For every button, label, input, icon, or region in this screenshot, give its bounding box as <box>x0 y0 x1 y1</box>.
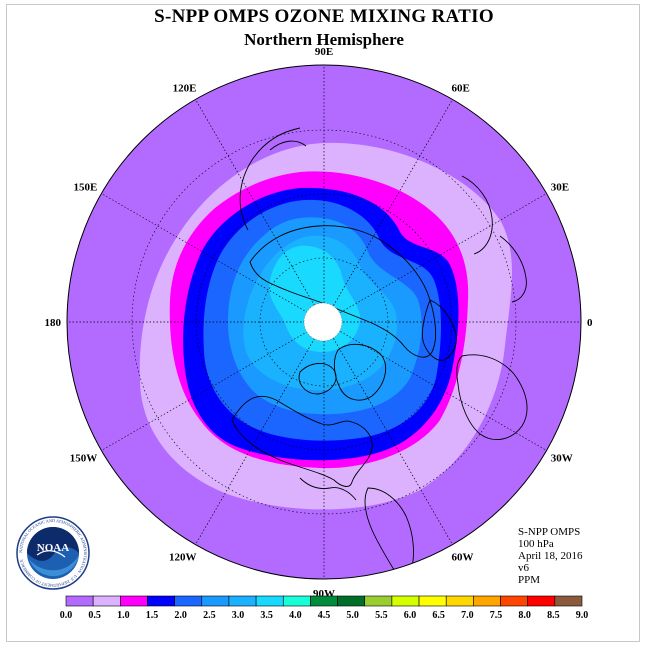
longitude-label: 60E <box>452 82 470 94</box>
longitude-label: 30W <box>551 453 573 465</box>
asia-east-coast <box>239 127 307 231</box>
colorbar-tick-label: 9.0 <box>576 610 589 621</box>
colorbar-swatch <box>255 595 284 607</box>
meridian-line <box>195 99 315 306</box>
colorbar-tick-label: 1.0 <box>117 610 130 621</box>
colorbar-tick-label: 5.5 <box>375 610 388 621</box>
colorbar-swatch <box>147 595 175 607</box>
colorbar-swatch <box>120 595 148 607</box>
india-coast <box>461 175 493 255</box>
colorbar-tick-label: 7.0 <box>461 610 474 621</box>
colorbar-tick-label: 7.5 <box>490 610 503 621</box>
colorbar-swatch <box>282 595 311 607</box>
meridian-line <box>333 338 453 545</box>
figure-frame <box>6 4 640 642</box>
meridian-line <box>195 338 315 545</box>
map-title: S-NPP OMPS OZONE MIXING RATIO <box>154 6 494 27</box>
colorbar-tick-label: 3.5 <box>260 610 273 621</box>
colorbar-tick-label: 8.0 <box>518 610 531 621</box>
longitude-label: 90E <box>315 46 333 58</box>
info-block: S-NPP OMPS 100 hPa April 18, 2016 v6 PPM <box>518 526 582 586</box>
colorbar-tick-label: 4.5 <box>318 610 331 621</box>
colorbar-tick-label: 6.5 <box>432 610 445 621</box>
colorbar-tick-label: 5.0 <box>346 610 359 621</box>
longitude-label: 120E <box>173 82 197 94</box>
colorbar-tick-label: 0.0 <box>60 610 73 621</box>
longitude-label: 150W <box>70 453 98 465</box>
colorbar-swatch <box>391 595 420 607</box>
colorbar-swatch <box>364 595 393 607</box>
meridian-line <box>101 193 308 313</box>
noaa-logo: NOAA NATIONAL OCEANIC AND ATMOSPHERIC AD… <box>16 516 90 590</box>
africa-coast <box>456 354 528 441</box>
map-boundary <box>66 64 582 580</box>
eurasia-coast <box>249 225 437 358</box>
longitude-label: 180 <box>45 317 62 329</box>
map-subtitle: Northern Hemisphere <box>244 30 404 49</box>
colorbar-tick-label: 0.5 <box>88 610 101 621</box>
meridian-line <box>101 331 308 451</box>
europe-coast <box>421 299 457 361</box>
colorbar: 0.0 0.5 1.0 1.5 2.0 2.5 3.0 3.5 4.0 4.5 5.0 5.5 6.0 6… <box>60 595 589 621</box>
colorbar-swatch <box>174 595 203 607</box>
colorbar-tick-label: 4.0 <box>289 610 302 621</box>
colorbar-swatch <box>65 595 94 607</box>
colorbar-swatch <box>418 595 447 607</box>
colorbar-swatch <box>228 595 257 607</box>
pole-no-data <box>303 302 343 342</box>
longitude-label: 30E <box>551 182 569 194</box>
greenland-coast <box>333 343 386 401</box>
parallel-line <box>259 257 389 387</box>
noaa-logo-text: NOAA <box>37 542 69 554</box>
colorbar-swatch <box>92 595 121 607</box>
colorbar-tick-label: 3.0 <box>232 610 245 621</box>
longitude-label: 120W <box>169 552 197 564</box>
hudson-bay-coast <box>298 363 337 395</box>
arabia-coast <box>499 235 527 303</box>
colorbar-tick-label: 1.5 <box>146 610 159 621</box>
colorbar-swatch <box>337 595 366 607</box>
longitude-label: 0 <box>587 317 593 329</box>
colorbar-swatch <box>500 595 528 607</box>
meridian-line <box>340 193 547 313</box>
north-america-coast <box>231 395 373 487</box>
colorbar-swatch <box>527 595 556 607</box>
longitude-label: 150E <box>73 182 97 194</box>
info-version: v6 <box>518 562 529 574</box>
colorbar-tick-label: 6.0 <box>404 610 417 621</box>
colorbar-tick-label: 2.0 <box>174 610 187 621</box>
coastlines <box>231 127 528 579</box>
colorbar-swatch <box>201 595 230 607</box>
info-units: PPM <box>518 574 541 586</box>
parallel-line <box>131 129 517 515</box>
meridian-line <box>340 331 547 451</box>
info-date: April 18, 2016 <box>518 550 583 562</box>
info-level: 100 hPa <box>518 538 554 550</box>
colorbar-swatch <box>554 595 583 607</box>
longitude-label: 60W <box>452 552 474 564</box>
colorbar-swatch <box>473 595 501 607</box>
graticule <box>67 65 581 579</box>
central-america-coast <box>299 477 357 501</box>
colorbar-tick-label: 8.5 <box>547 610 560 621</box>
colorbar-swatch <box>445 595 474 607</box>
colorbar-tick-label: 2.5 <box>203 610 216 621</box>
info-instrument: S-NPP OMPS <box>518 526 581 538</box>
meridian-line <box>333 99 453 306</box>
colorbar-swatch <box>310 595 338 607</box>
